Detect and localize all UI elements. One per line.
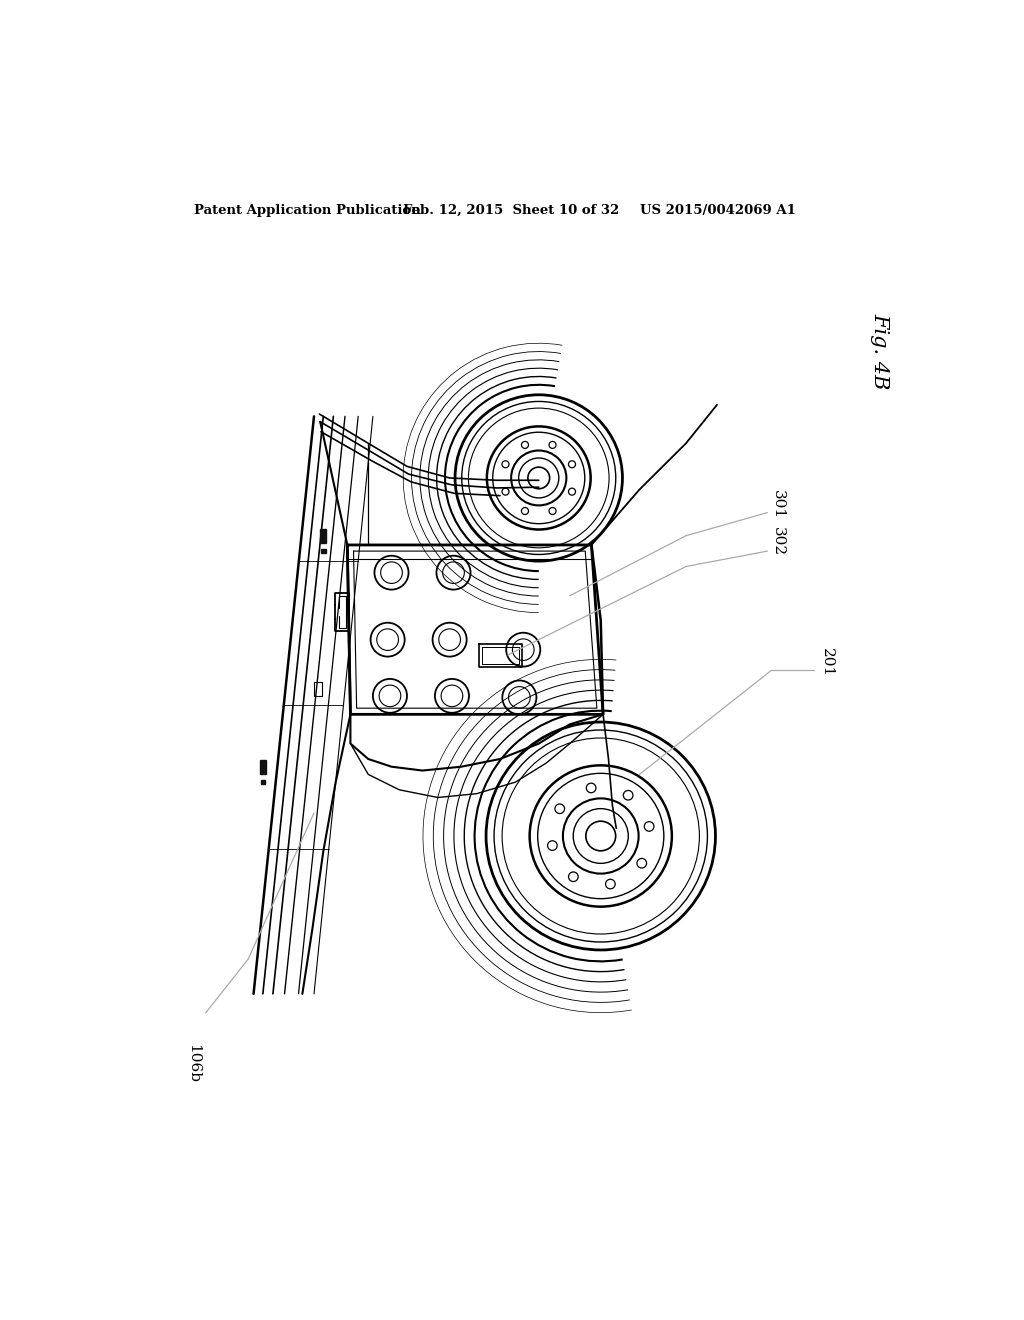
Text: Feb. 12, 2015  Sheet 10 of 32: Feb. 12, 2015 Sheet 10 of 32 — [403, 205, 620, 218]
Text: Fig. 4B: Fig. 4B — [870, 313, 889, 389]
Bar — [260, 760, 266, 774]
Text: 201: 201 — [820, 648, 835, 677]
Text: Patent Application Publication: Patent Application Publication — [194, 205, 421, 218]
Bar — [321, 529, 327, 543]
Text: US 2015/0042069 A1: US 2015/0042069 A1 — [640, 205, 796, 218]
Bar — [321, 549, 326, 553]
Text: 106b: 106b — [186, 1044, 200, 1082]
Bar — [260, 780, 265, 784]
Text: 301: 301 — [771, 490, 785, 520]
Text: 302: 302 — [771, 527, 785, 557]
